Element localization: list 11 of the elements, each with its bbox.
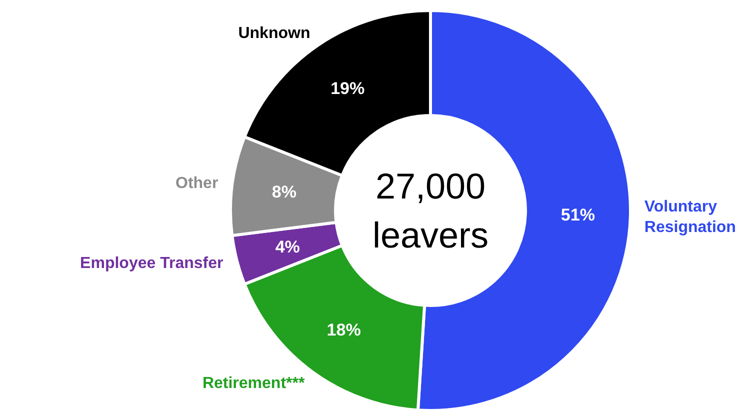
slice-label: Employee Transfer — [80, 255, 224, 272]
data-label: 18% — [326, 320, 361, 340]
slice-label: Voluntary Resignation — [644, 198, 736, 236]
slice-label: Unknown — [238, 25, 310, 42]
data-label: 8% — [272, 182, 296, 202]
data-label: 19% — [330, 79, 365, 98]
data-label: 51% — [560, 206, 595, 225]
text: 27,000 leavers — [372, 165, 489, 256]
data-label: 4% — [275, 238, 300, 257]
slice-label: Other — [176, 175, 218, 192]
slice-label: Retirement*** — [202, 375, 306, 392]
